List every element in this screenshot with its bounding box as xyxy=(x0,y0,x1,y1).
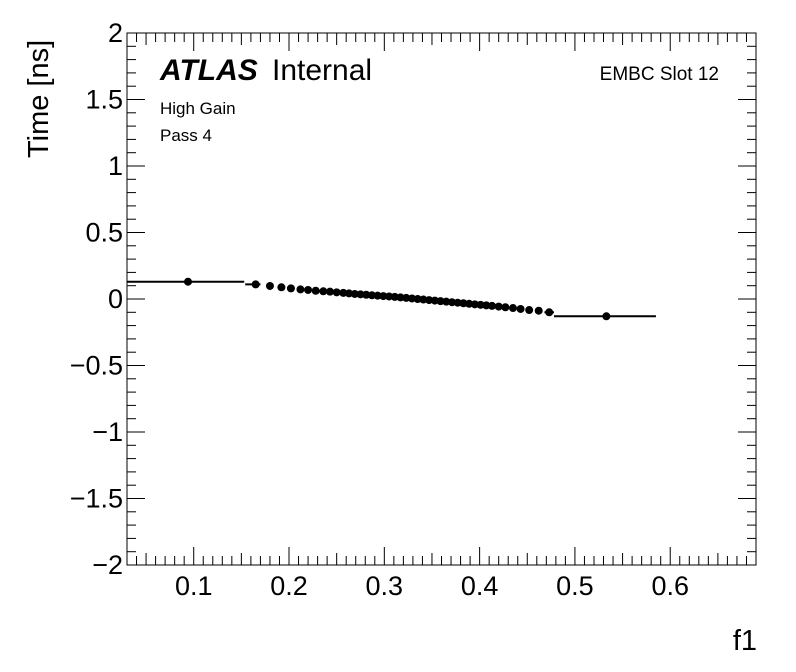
data-point xyxy=(319,287,328,296)
data-point xyxy=(304,285,313,294)
data-point xyxy=(265,281,274,290)
data-points xyxy=(127,277,656,321)
x-axis-title: f1 xyxy=(733,625,757,657)
data-point xyxy=(350,289,359,298)
x-tick-label: 0.2 xyxy=(270,571,308,601)
y-tick-label: 0.5 xyxy=(85,218,123,248)
y-tick-label: −0.5 xyxy=(70,351,123,381)
data-point xyxy=(501,303,510,312)
y-tick-label: 0 xyxy=(108,284,123,314)
data-point xyxy=(508,304,517,313)
x-axis-ticks xyxy=(126,33,757,565)
slot-label: EMBC Slot 12 xyxy=(600,64,719,85)
data-point xyxy=(373,291,382,300)
data-point xyxy=(367,291,376,300)
data-point xyxy=(516,304,525,313)
data-point xyxy=(488,301,497,310)
data-point xyxy=(325,287,334,296)
data-point xyxy=(251,280,260,289)
x-axis-tick-labels: 0.1 0.2 0.3 0.4 0.5 0.6 xyxy=(175,571,689,601)
pass-label: Pass 4 xyxy=(160,126,212,145)
data-point xyxy=(534,306,543,315)
internal-label: Internal xyxy=(272,54,372,87)
x-tick-label: 0.4 xyxy=(461,571,499,601)
y-tick-label: −1 xyxy=(92,417,123,447)
data-point xyxy=(525,306,534,315)
data-point xyxy=(332,288,341,297)
data-point xyxy=(602,312,611,321)
y-tick-label: 2 xyxy=(108,18,123,48)
y-axis-tick-labels: −2 −1.5 −1 −0.5 0 0.5 1 1.5 2 xyxy=(70,18,123,580)
y-tick-label: −1.5 xyxy=(70,484,123,514)
data-point xyxy=(385,292,394,301)
data-point xyxy=(494,302,503,311)
data-point xyxy=(311,286,320,295)
y-tick-label: −2 xyxy=(92,550,123,580)
data-point xyxy=(545,308,554,317)
y-axis-ticks xyxy=(127,32,756,566)
data-point xyxy=(277,283,286,292)
atlas-label: ATLAS xyxy=(159,54,258,87)
gain-label: High Gain xyxy=(160,99,236,118)
x-tick-label: 0.6 xyxy=(651,571,689,601)
data-point xyxy=(356,290,365,299)
data-point xyxy=(379,292,388,301)
data-point xyxy=(183,277,192,286)
y-axis-title: Time [ns] xyxy=(23,40,55,158)
x-tick-label: 0.1 xyxy=(175,571,213,601)
data-point xyxy=(296,285,305,294)
x-tick-label: 0.5 xyxy=(556,571,594,601)
x-tick-label: 0.3 xyxy=(366,571,404,601)
data-point xyxy=(286,284,295,293)
y-tick-label: 1.5 xyxy=(85,85,123,115)
y-tick-label: 1 xyxy=(108,151,123,181)
